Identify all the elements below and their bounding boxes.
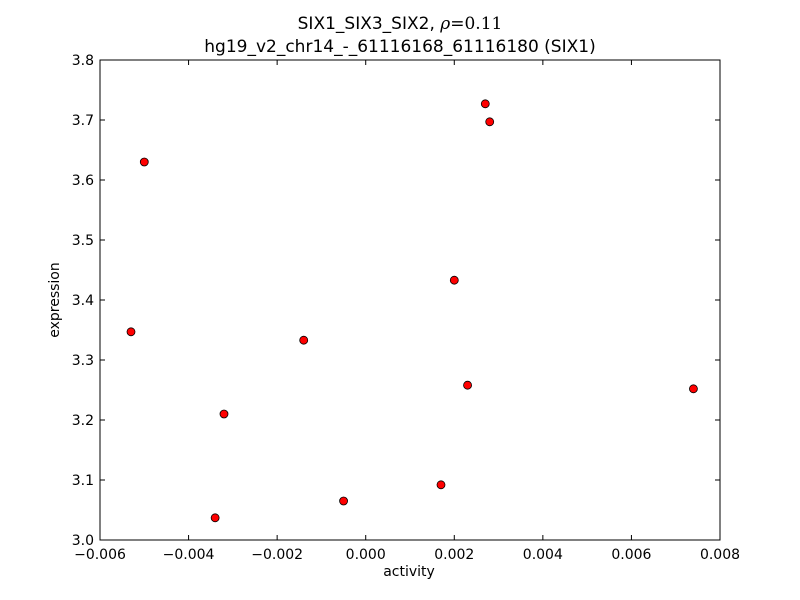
chart-title-line1: SIX1_SIX3_SIX2, ρ=0.11 [298, 14, 503, 34]
title-rho-symbol: ρ [439, 14, 450, 34]
data-point [126, 327, 136, 337]
y-tick-label: 3.2 [72, 413, 94, 429]
chart-title-line2: hg19_v2_chr14_-_61116168_61116180 (SIX1) [204, 37, 595, 57]
x-axis-label: activity [383, 564, 435, 580]
data-point [210, 513, 220, 523]
y-axis-label: expression [47, 262, 63, 338]
data-point [485, 117, 495, 127]
data-point [436, 480, 446, 490]
data-point [299, 335, 309, 345]
data-point [219, 409, 229, 419]
x-tick-label: 0.000 [346, 547, 386, 563]
data-point [339, 496, 348, 506]
y-tick-label: 3.1 [72, 473, 94, 489]
x-tick-label: 0.006 [611, 547, 651, 563]
data-point [449, 275, 459, 285]
x-tick-label: −0.002 [251, 547, 303, 563]
title-prefix: SIX1_SIX3_SIX2, [298, 14, 441, 34]
data-point [689, 384, 698, 394]
y-tick-label: 3.8 [72, 53, 94, 69]
x-tick-label: 0.004 [523, 547, 563, 563]
plot-frame [99, 59, 721, 541]
x-tick-label: −0.004 [163, 547, 215, 563]
title-rho-value: =0.11 [450, 14, 502, 34]
y-tick-label: 3.7 [72, 113, 94, 129]
y-tick-label: 3.0 [72, 533, 94, 549]
x-tick-label: −0.006 [74, 547, 126, 563]
plot-area: −0.006 −0.004 −0.002 0.000 0.002 0.004 0.006 0.… [72, 53, 740, 563]
y-tick-label: 3.6 [72, 173, 94, 189]
y-tick-label: 3.4 [72, 293, 94, 309]
data-point [463, 380, 472, 390]
x-tick-label: 0.002 [434, 547, 474, 563]
y-tick-label: 3.5 [72, 233, 94, 249]
data-point [480, 99, 490, 109]
x-tick-label: 0.008 [700, 547, 740, 563]
data-point [139, 157, 149, 167]
y-tick-label: 3.3 [72, 353, 94, 369]
